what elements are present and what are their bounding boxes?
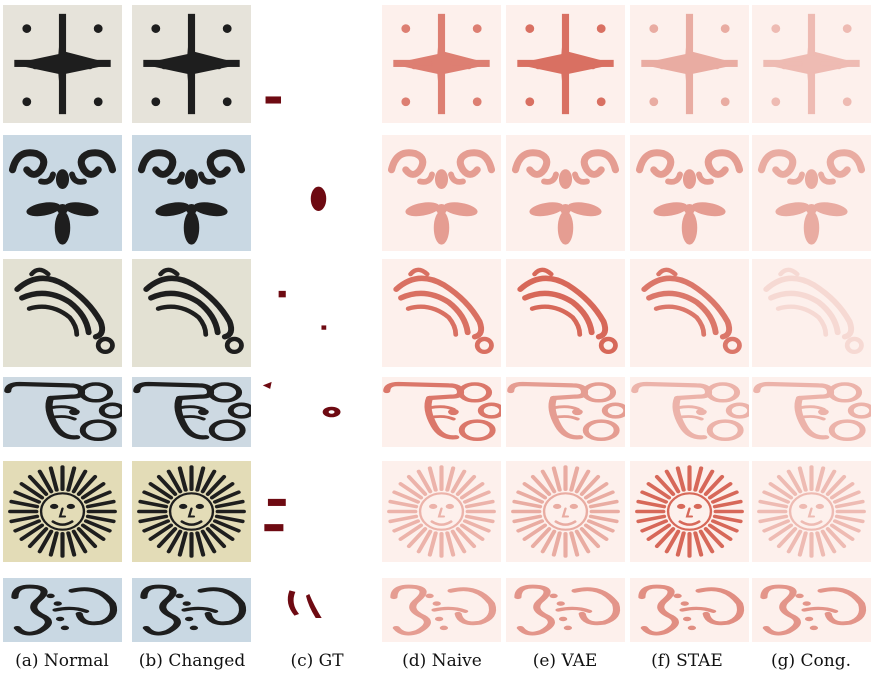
tile-pointing-hand-changed bbox=[132, 377, 251, 447]
tile-floral-scroll-naive bbox=[382, 135, 501, 251]
tile-leaf-flourish-cong bbox=[752, 259, 871, 367]
tile-pointing-hand-cong bbox=[752, 377, 871, 447]
tile-scroll-ornament-normal bbox=[3, 578, 122, 642]
tile-pointing-hand-normal bbox=[3, 377, 122, 447]
tile-scroll-ornament-cong bbox=[752, 578, 871, 642]
tile-scroll-ornament-changed bbox=[132, 578, 251, 642]
tile-sun-face-cong bbox=[752, 461, 871, 562]
tile-pointing-hand-gt bbox=[259, 377, 378, 447]
gt-image bbox=[310, 186, 327, 211]
normal-image bbox=[14, 13, 111, 115]
tile-floral-scroll-vae bbox=[506, 135, 625, 251]
tile-cross-with-dots-normal bbox=[3, 5, 122, 123]
naive-image bbox=[393, 13, 490, 115]
changed-image bbox=[137, 465, 246, 558]
vae-image bbox=[517, 13, 614, 115]
tile-floral-scroll-gt bbox=[259, 135, 378, 251]
gt-image bbox=[278, 290, 327, 330]
caption-cong: (g) Cong. bbox=[770, 651, 852, 671]
normal-image bbox=[8, 149, 117, 245]
naive-image bbox=[383, 381, 501, 442]
cong-image bbox=[757, 465, 866, 558]
changed-image bbox=[143, 267, 244, 355]
cong-image bbox=[763, 267, 864, 355]
normal-image bbox=[4, 381, 122, 442]
caption-gt: (c) GT bbox=[290, 651, 344, 671]
gt-image bbox=[287, 590, 322, 618]
tile-leaf-flourish-gt bbox=[259, 259, 378, 367]
stae-image bbox=[635, 465, 744, 558]
tile-leaf-flourish-changed bbox=[132, 259, 251, 367]
tile-leaf-flourish-normal bbox=[3, 259, 122, 367]
tile-sun-face-vae bbox=[506, 461, 625, 562]
caption-naive: (d) Naive bbox=[402, 651, 482, 671]
stae-image bbox=[641, 13, 738, 115]
tile-sun-face-gt bbox=[259, 461, 378, 562]
vae-image bbox=[517, 267, 618, 355]
tile-sun-face-naive bbox=[382, 461, 501, 562]
tile-pointing-hand-naive bbox=[382, 377, 501, 447]
tile-scroll-ornament-vae bbox=[506, 578, 625, 642]
tile-floral-scroll-cong bbox=[752, 135, 871, 251]
stae-image bbox=[631, 381, 749, 442]
tile-leaf-flourish-stae bbox=[630, 259, 749, 367]
caption-normal: (a) Normal bbox=[15, 651, 109, 671]
cong-image bbox=[753, 381, 871, 442]
vae-image bbox=[511, 149, 620, 245]
tile-sun-face-stae bbox=[630, 461, 749, 562]
cong-image bbox=[757, 149, 866, 245]
tile-cross-with-dots-changed bbox=[132, 5, 251, 123]
normal-image bbox=[14, 267, 115, 355]
tile-floral-scroll-stae bbox=[630, 135, 749, 251]
tile-cross-with-dots-stae bbox=[630, 5, 749, 123]
changed-image bbox=[133, 381, 251, 442]
tile-pointing-hand-stae bbox=[630, 377, 749, 447]
changed-image bbox=[140, 584, 247, 636]
changed-image bbox=[143, 13, 240, 115]
tile-cross-with-dots-naive bbox=[382, 5, 501, 123]
caption-changed: (b) Changed bbox=[138, 651, 246, 671]
tile-leaf-flourish-naive bbox=[382, 259, 501, 367]
naive-image bbox=[387, 465, 496, 558]
tile-pointing-hand-vae bbox=[506, 377, 625, 447]
tile-scroll-ornament-stae bbox=[630, 578, 749, 642]
naive-image bbox=[387, 149, 496, 245]
vae-image bbox=[507, 381, 625, 442]
tile-floral-scroll-changed bbox=[132, 135, 251, 251]
tile-cross-with-dots-cong bbox=[752, 5, 871, 123]
stae-image bbox=[641, 267, 742, 355]
stae-image bbox=[635, 149, 744, 245]
tile-floral-scroll-normal bbox=[3, 135, 122, 251]
tile-leaf-flourish-vae bbox=[506, 259, 625, 367]
tile-scroll-ornament-gt bbox=[259, 578, 378, 642]
changed-image bbox=[137, 149, 246, 245]
tile-sun-face-normal bbox=[3, 461, 122, 562]
gt-image bbox=[262, 381, 341, 418]
gt-image bbox=[264, 498, 286, 532]
cong-image bbox=[760, 584, 867, 636]
caption-stae: (f) STAE bbox=[651, 651, 723, 671]
normal-image bbox=[8, 465, 117, 558]
normal-image bbox=[11, 584, 118, 636]
caption-vae: (e) VAE bbox=[532, 651, 598, 671]
tile-sun-face-changed bbox=[132, 461, 251, 562]
naive-image bbox=[390, 584, 497, 636]
naive-image bbox=[393, 267, 494, 355]
tile-cross-with-dots-vae bbox=[506, 5, 625, 123]
vae-image bbox=[511, 465, 620, 558]
tile-cross-with-dots-gt bbox=[259, 5, 378, 123]
gt-image bbox=[265, 96, 282, 104]
tile-scroll-ornament-naive bbox=[382, 578, 501, 642]
cong-image bbox=[763, 13, 860, 115]
vae-image bbox=[514, 584, 621, 636]
stae-image bbox=[638, 584, 745, 636]
